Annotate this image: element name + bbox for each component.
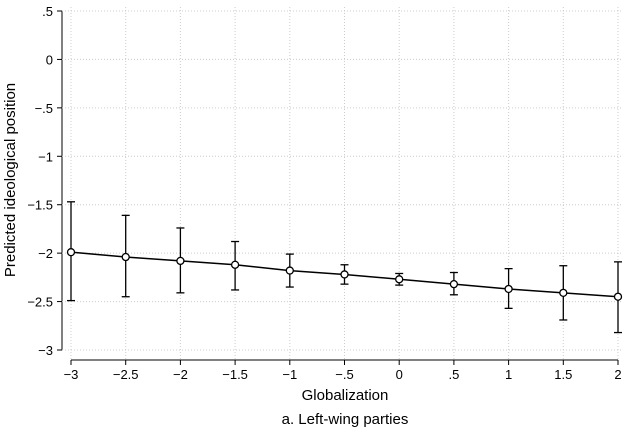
x-tick-label: 1.5 [554, 367, 572, 382]
point [340, 270, 349, 279]
caption: a. Left-wing parties [282, 411, 409, 428]
x-tick-label: 2 [614, 367, 621, 382]
point [449, 279, 459, 289]
x-tick-label: −3 [64, 367, 79, 382]
y-tick-label: −3 [38, 343, 53, 358]
point [285, 266, 294, 275]
y-tick-label: −.5 [35, 101, 53, 116]
x-tick-label: −.5 [335, 367, 353, 382]
y-tick-label: −2.5 [27, 295, 53, 310]
x-tick-label: .5 [448, 367, 459, 382]
y-tick-label: −2 [38, 246, 53, 261]
y-tick-label: −1.5 [27, 198, 53, 213]
y-axis-label: Predicted ideological position [2, 83, 19, 277]
x-axis-label: Globalization [302, 387, 389, 404]
point [230, 260, 240, 269]
x-tick-label: 1 [505, 367, 512, 382]
y-tick-label: −1 [38, 149, 53, 164]
point [504, 284, 513, 294]
x-tick-label: −2 [173, 367, 188, 382]
point [176, 256, 185, 266]
x-tick-label: 0 [396, 367, 403, 382]
x-tick-label: −1.5 [222, 367, 248, 382]
point [121, 252, 130, 262]
point [66, 248, 76, 257]
y-tick-label: 0 [46, 52, 53, 67]
x-tick-label: −1 [282, 367, 297, 382]
y-tick-label: .5 [42, 4, 53, 19]
point [395, 275, 404, 284]
x-tick-label: −2.5 [113, 367, 139, 382]
point [559, 288, 568, 298]
point [613, 292, 623, 301]
